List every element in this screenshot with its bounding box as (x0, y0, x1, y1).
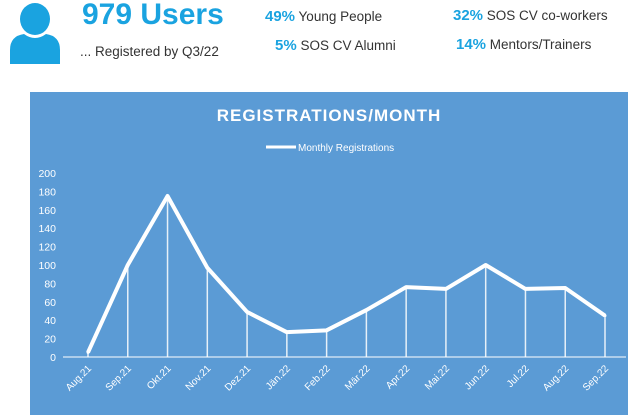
x-tick-label: Mai.22 (423, 363, 452, 392)
legend-label: Monthly Registrations (298, 143, 394, 154)
x-tick-label: Sep.22 (581, 363, 611, 393)
stat-coworkers: 32% SOS CV co-workers (453, 7, 608, 24)
x-tick-label: Aug.22 (541, 363, 571, 393)
data-point (444, 287, 448, 291)
x-tick-label: Sep.21 (104, 363, 134, 393)
x-tick-label: Feb.22 (303, 363, 333, 393)
data-point (563, 286, 567, 290)
y-tick-label: 0 (50, 352, 56, 364)
x-tick-label: Jun.22 (463, 363, 492, 392)
user-icon (10, 3, 60, 64)
data-point (404, 285, 408, 289)
y-tick-label: 20 (44, 334, 56, 346)
y-tick-label: 80 (44, 278, 56, 290)
y-tick-label: 180 (38, 186, 56, 198)
data-point (245, 310, 249, 314)
data-point (285, 330, 289, 334)
x-tick-label: Dez.21 (223, 363, 253, 393)
y-tick-label: 120 (38, 242, 56, 254)
data-point (523, 287, 527, 291)
y-tick-label: 160 (38, 205, 56, 217)
x-tick-label: Mär.22 (343, 363, 373, 393)
data-point (166, 194, 170, 198)
x-tick-label: Jän.22 (264, 363, 293, 392)
y-tick-label: 40 (44, 315, 56, 327)
series-line-monthly-registrations (86, 194, 607, 354)
y-tick-label: 140 (38, 223, 56, 235)
y-tick-label: 60 (44, 297, 56, 309)
line-chart: REGISTRATIONS/MONTH Monthly Registration… (38, 106, 626, 394)
data-point (205, 266, 209, 270)
data-point (325, 328, 329, 332)
x-tick-label: Nov.21 (184, 363, 214, 393)
data-point (603, 314, 607, 318)
data-point (364, 308, 368, 312)
chart-panel: REGISTRATIONS/MONTH Monthly Registration… (30, 92, 628, 415)
data-point (484, 263, 488, 267)
x-tick-label: Apr.22 (384, 363, 413, 392)
stat-mentors: 14% Mentors/Trainers (456, 36, 592, 53)
y-tick-label: 200 (38, 168, 56, 180)
user-count: 979 Users (82, 0, 224, 31)
x-tick-label: Jul.22 (505, 363, 532, 390)
chart-title: REGISTRATIONS/MONTH (217, 106, 442, 125)
stat-alumni: 5% SOS CV Alumni (275, 37, 396, 54)
y-tick-label: 100 (38, 260, 56, 272)
x-tick-label: Okt.21 (145, 363, 174, 392)
data-point (86, 350, 90, 354)
x-tick-label: Aug.21 (64, 363, 94, 393)
registered-note: ... Registered by Q3/22 (80, 44, 219, 59)
stat-young-people: 49% Young People (265, 8, 383, 25)
data-point (126, 263, 130, 267)
